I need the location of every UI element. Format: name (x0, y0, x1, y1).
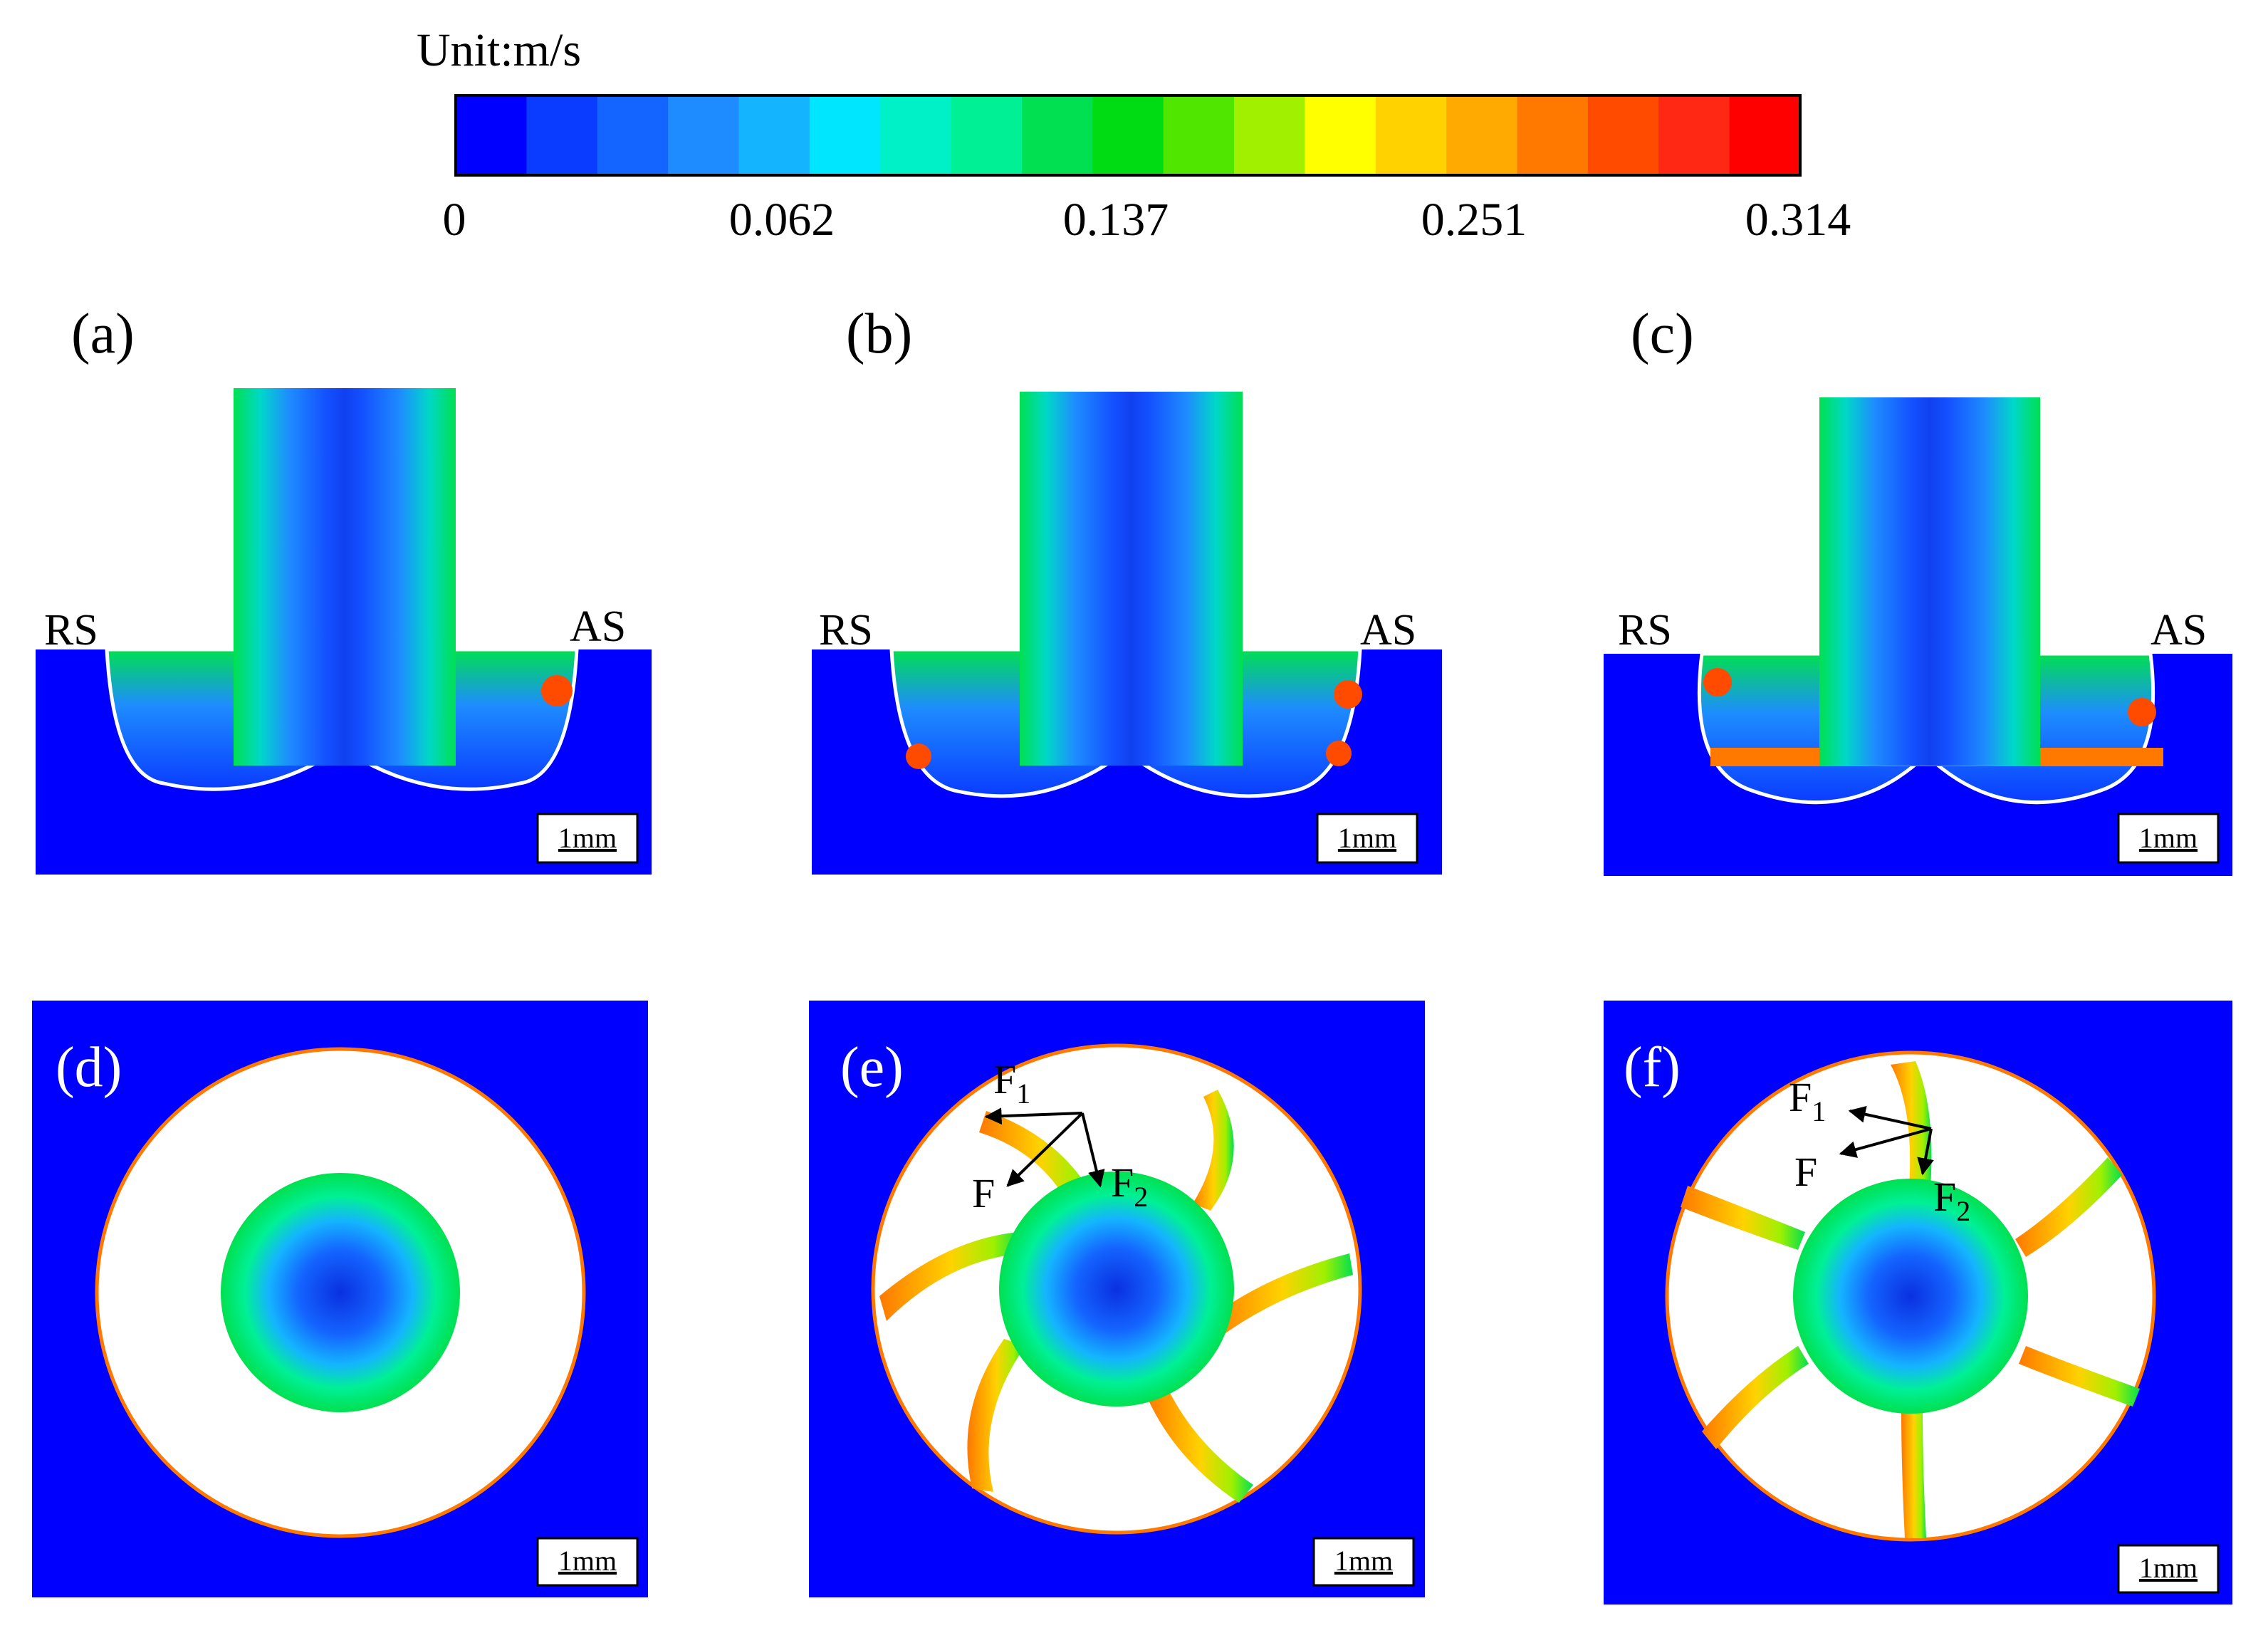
panel-b-hot-spot-right (1334, 680, 1362, 709)
colorbar-cell (668, 95, 739, 175)
panel-a: (a) RS AS 1mm (36, 303, 652, 875)
panel-f-blade-4 (1901, 1410, 1926, 1538)
colorbar-cell (738, 95, 810, 175)
panel-f-force-arrows (1839, 1105, 1934, 1176)
panel-c-as-label: AS (2151, 606, 2207, 654)
colorbar-tick-0: 0 (443, 194, 466, 246)
colorbar-cell (1092, 95, 1164, 175)
panel-f-f1-label: F1 (1789, 1074, 1826, 1127)
colorbar-unit-label: Unit:m/s (417, 24, 581, 76)
panel-f-blades (1681, 1061, 2140, 1538)
colorbar-cells (456, 95, 1801, 175)
colorbar: Unit:m/s 0 0.062 0.137 0.251 0.314 (417, 24, 1851, 246)
panel-f-scale-label: 1mm (2139, 1552, 2198, 1584)
panel-f-arrow-f1 (1848, 1105, 1932, 1130)
panel-a-as-label: AS (570, 602, 626, 651)
panel-f-arrow-f (1839, 1127, 1932, 1158)
panel-e-arrow-f2 (1081, 1112, 1105, 1188)
panel-c: (c) RS AS 1mm (1604, 303, 2232, 876)
colorbar-cell (526, 95, 598, 175)
panel-b-as-label: AS (1360, 606, 1416, 654)
panel-a-label: (a) (71, 303, 135, 365)
colorbar-cell (597, 95, 669, 175)
panel-e-blade-6 (879, 1232, 1022, 1321)
panel-d-hub (221, 1173, 460, 1412)
panel-f-blade-2 (2015, 1157, 2122, 1257)
panel-a-tool-column (234, 388, 456, 766)
colorbar-tick-3: 0.251 (1421, 194, 1527, 246)
panel-e-f-label: F (972, 1170, 995, 1216)
colorbar-cell (1163, 95, 1235, 175)
panel-c-label: (c) (1631, 303, 1694, 365)
panel-e-force-arrows (984, 1107, 1105, 1188)
panel-d-label: (d) (56, 1036, 122, 1099)
panel-e-f2-label: F2 (1111, 1159, 1148, 1213)
panel-e-blade-2 (1193, 1090, 1234, 1211)
colorbar-cell (1729, 95, 1801, 175)
panel-b-scale-box (1316, 813, 1418, 864)
panel-a-hot-spot (541, 675, 573, 706)
panel-e-blade-3 (1211, 1253, 1353, 1339)
panel-f-scale-box (2117, 1544, 2220, 1594)
panel-f-label: (f) (1624, 1036, 1681, 1099)
panel-b-rs-label: RS (819, 606, 873, 654)
colorbar-cell (951, 95, 1023, 175)
panel-f-f2-label: F2 (1933, 1174, 1970, 1227)
colorbar-tick-2: 0.137 (1063, 194, 1169, 246)
panel-e-arrow-f (1006, 1112, 1084, 1187)
panel-f-arrow-f2 (1917, 1128, 1934, 1176)
panel-b-hot-spot-bottom (1326, 741, 1352, 766)
colorbar-cell (456, 95, 527, 175)
colorbar-cell (880, 95, 952, 175)
colorbar-cell (1305, 95, 1376, 175)
panel-f-blade-5 (1702, 1346, 1809, 1449)
panel-c-rs-label: RS (1618, 606, 1672, 654)
colorbar-tick-1: 0.062 (729, 194, 835, 246)
colorbar-cell (1375, 95, 1447, 175)
panel-e-scale-box (1312, 1537, 1415, 1587)
panel-e-blade-4 (1146, 1389, 1253, 1503)
panel-b: (b) RS AS 1mm (812, 303, 1442, 875)
panel-d-scale-label: 1mm (558, 1545, 617, 1577)
colorbar-cell (1446, 95, 1518, 175)
colorbar-cell (809, 95, 881, 175)
colorbar-cell (1021, 95, 1093, 175)
panel-b-hot-spot-left (906, 743, 931, 769)
panel-e-scale-label: 1mm (1334, 1545, 1393, 1577)
panel-b-tool-column (1020, 392, 1243, 766)
panel-e-f1-label: F1 (993, 1056, 1030, 1110)
colorbar-tick-4: 0.314 (1745, 194, 1851, 246)
panel-c-hot-spot-right (2128, 698, 2156, 726)
colorbar-cell (1234, 95, 1305, 175)
panel-e-arrow-f1 (984, 1107, 1083, 1125)
panel-c-scale-box (2117, 813, 2220, 864)
panel-c-hot-spot-left (1703, 668, 1732, 696)
colorbar-border (454, 94, 1802, 177)
colorbar-cell (1587, 95, 1659, 175)
panel-d-scale-box (536, 1537, 639, 1587)
panel-f-blade-3 (2019, 1346, 2140, 1407)
colorbar-cell (1517, 95, 1589, 175)
panel-a-rs-label: RS (44, 606, 98, 654)
panel-f: F1 F F2 (f) 1mm (1604, 1001, 2232, 1604)
panel-c-scale-label: 1mm (2139, 822, 2198, 854)
panel-b-scale-label: 1mm (1338, 822, 1396, 854)
panel-f-hub (1793, 1179, 2028, 1414)
colorbar-cell (1658, 95, 1730, 175)
panel-d: (d) 1mm (32, 1001, 648, 1597)
panel-a-scale-box (536, 813, 639, 864)
panel-f-blade-6 (1681, 1186, 1805, 1250)
panel-a-scale-label: 1mm (558, 822, 617, 854)
panel-e: F1 F F2 (e) 1mm (809, 1001, 1425, 1597)
panel-f-f-label: F (1794, 1149, 1817, 1195)
panel-b-label: (b) (846, 303, 912, 365)
panel-e-label: (e) (840, 1036, 904, 1099)
panel-e-blade-5 (967, 1339, 1025, 1492)
panel-c-tool-column (1819, 397, 2040, 766)
panel-e-hub (999, 1172, 1234, 1407)
